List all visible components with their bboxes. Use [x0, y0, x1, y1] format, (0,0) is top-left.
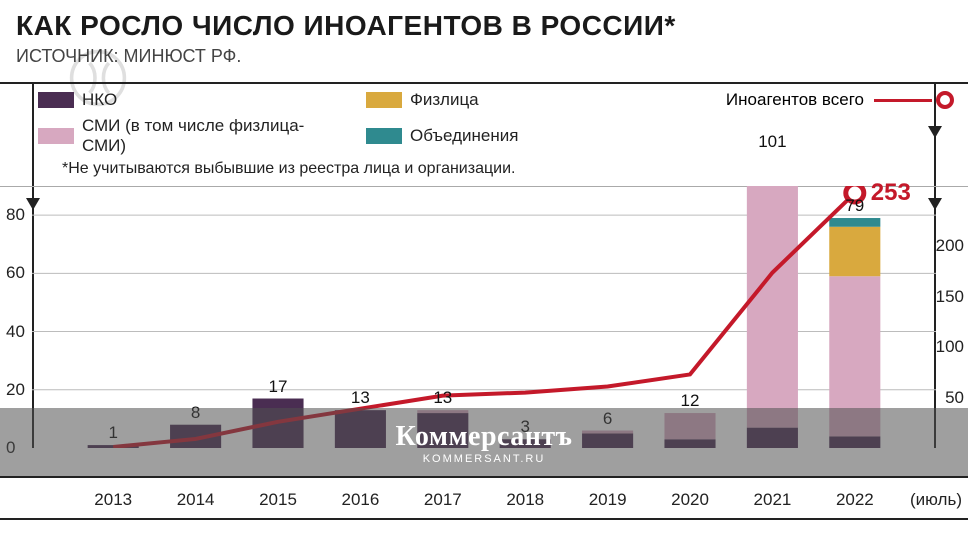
x-tick-label: 2022	[814, 490, 896, 510]
watermark-bar: Коммерсантъ KOMMERSANT.RU	[0, 408, 968, 478]
x-tick-label: 2016	[319, 490, 401, 510]
swatch-smi	[38, 128, 74, 144]
legend-nko-label: НКО	[82, 90, 117, 110]
right-arrow-legend-icon	[928, 126, 942, 138]
legend-obed-label: Объединения	[410, 126, 518, 146]
y-left-tick: 60	[6, 263, 25, 283]
bottom-divider	[0, 518, 968, 520]
legend-fiz-label: Физлица	[410, 90, 479, 110]
x-tick-label: 2021	[731, 490, 813, 510]
y-left-tick: 20	[6, 380, 25, 400]
x-axis-labels: 2013201420152016201720182019202020212022	[32, 490, 936, 510]
footnote: *Не учитываются выбывшие из реестра лица…	[62, 160, 515, 178]
legend: НКО Физлица СМИ (в том числе физлица-СМИ…	[38, 90, 566, 156]
bar-total-label: 101	[758, 132, 786, 152]
bar-total-label: 13	[351, 388, 370, 408]
legend-nko: НКО	[38, 90, 348, 110]
bar-total-label: 17	[269, 377, 288, 397]
y-right-tick: 150	[936, 287, 964, 307]
x-tick-label: 2019	[566, 490, 648, 510]
legend-line-icon	[874, 99, 932, 102]
x-tick-label: 2015	[237, 490, 319, 510]
swatch-nko	[38, 92, 74, 108]
legend-ring-icon	[936, 91, 954, 109]
legend-total: Иноагентов всего	[726, 90, 954, 110]
x-tick-label: 2020	[649, 490, 731, 510]
y-left-tick: 40	[6, 322, 25, 342]
watermark-brand: Коммерсантъ	[396, 421, 573, 453]
watermark-url: KOMMERSANT.RU	[423, 453, 546, 465]
y-right-tick: 50	[945, 388, 964, 408]
line-end-label: 253	[871, 179, 911, 207]
chart-source: ИСТОЧНИК: МИНЮСТ РФ.	[16, 46, 241, 67]
y-right-tick: 100	[936, 337, 964, 357]
top-divider	[0, 82, 968, 84]
bar-total-label: 79	[845, 196, 864, 216]
legend-fiz: Физлица	[366, 90, 566, 110]
legend-smi-label: СМИ (в том числе физлица-СМИ)	[82, 116, 348, 156]
legend-obed: Объединения	[366, 116, 566, 156]
bar-total-label: 13	[433, 388, 452, 408]
x-tick-label: 2013	[72, 490, 154, 510]
x-axis-line	[0, 476, 968, 478]
x-axis-suffix: (июль)	[910, 490, 962, 510]
legend-smi: СМИ (в том числе физлица-СМИ)	[38, 116, 348, 156]
x-tick-label: 2014	[154, 490, 236, 510]
chart-title: КАК РОСЛО ЧИСЛО ИНОАГЕНТОВ В РОССИИ*	[16, 10, 676, 42]
y-left-tick: 80	[6, 205, 25, 225]
x-tick-label: 2018	[484, 490, 566, 510]
swatch-fiz	[366, 92, 402, 108]
y-right-tick: 200	[936, 236, 964, 256]
swatch-obed	[366, 128, 402, 144]
x-tick-label: 2017	[402, 490, 484, 510]
legend-total-label: Иноагентов всего	[726, 90, 864, 110]
